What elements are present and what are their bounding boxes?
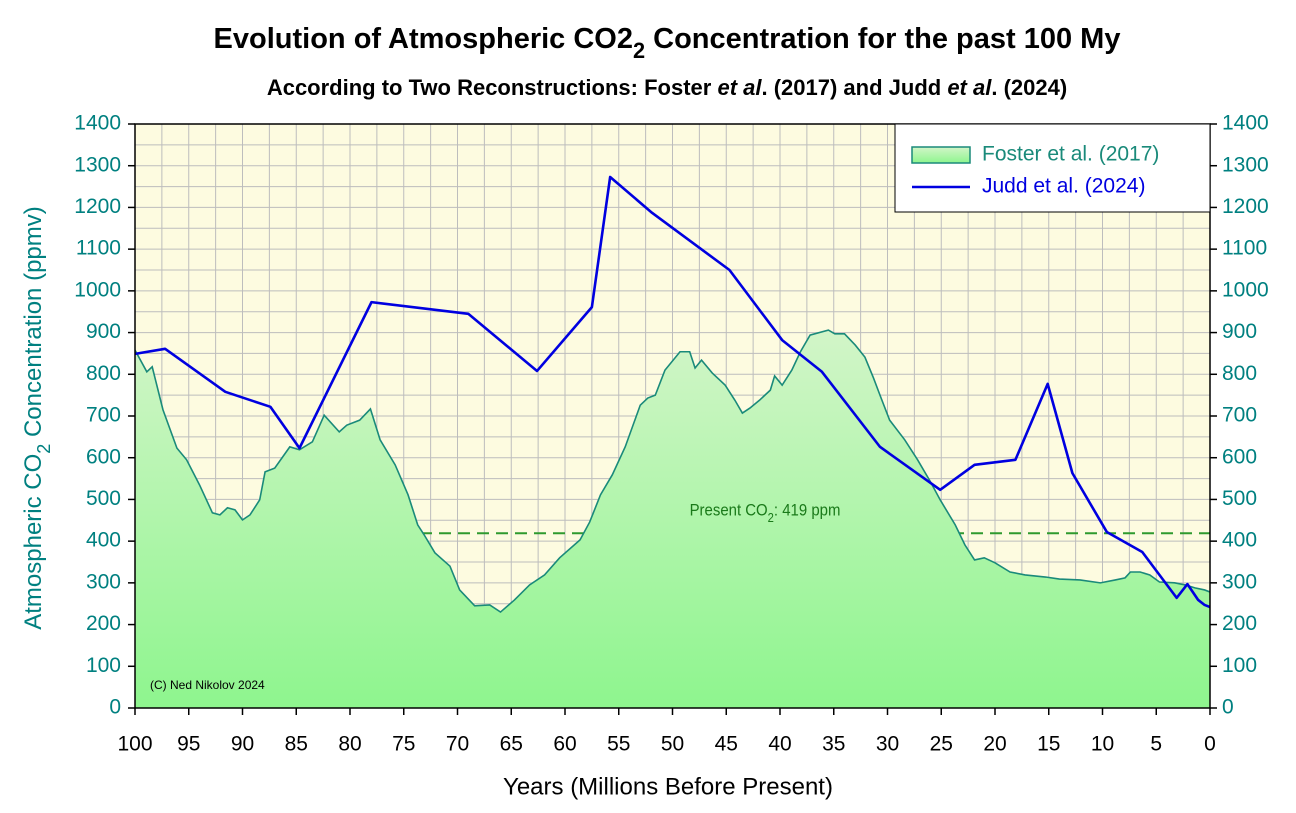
- x-tick-label: 45: [715, 733, 738, 756]
- x-tick-label: 100: [117, 733, 152, 756]
- text-segment: : 419 ppm: [774, 502, 840, 520]
- x-tick-label: 35: [822, 733, 845, 756]
- area-outline: [134, 329, 1211, 614]
- text-segment: 2: [768, 510, 775, 525]
- y-tick-label: 600: [86, 445, 121, 468]
- y-tick-label: 1000: [74, 278, 121, 301]
- x-tick-label: 90: [231, 733, 254, 756]
- y-tick-label: 400: [86, 529, 121, 552]
- text-segment: Atmospheric CO: [20, 454, 47, 630]
- y2-tick-label: 200: [1222, 612, 1257, 635]
- text-segment: Evolution of Atmospheric CO2: [214, 23, 633, 55]
- x-tick-label: 25: [930, 733, 953, 756]
- y-tick-label: 300: [86, 570, 121, 593]
- y2-tick-label: 1000: [1222, 278, 1269, 301]
- text-segment: . (2017) and Judd: [761, 75, 947, 100]
- legend-swatch: [911, 146, 971, 164]
- y2-tick-label: 1300: [1222, 153, 1269, 176]
- y-tick-label: 500: [86, 487, 121, 510]
- x-tick-label: 15: [1037, 733, 1060, 756]
- chart-title: Evolution of Atmospheric CO22 Concentrat…: [214, 23, 1121, 64]
- text-segment: 2: [633, 38, 645, 63]
- y-tick-label: 200: [86, 612, 121, 635]
- y2-tick-label: 400: [1222, 529, 1257, 552]
- y2-tick-label: 500: [1222, 487, 1257, 510]
- text-segment: et al: [717, 75, 762, 100]
- x-axis-label: Years (Millions Before Present): [503, 773, 833, 800]
- y-tick-label: 1100: [76, 237, 121, 260]
- x-tick-label: 60: [553, 733, 576, 756]
- text-segment: Concentration for the past 100 My: [645, 23, 1120, 55]
- y2-tick-label: 600: [1222, 445, 1257, 468]
- text-segment: 2: [34, 444, 54, 454]
- x-tick-label: 50: [661, 733, 684, 756]
- y2-tick-label: 1400: [1222, 112, 1269, 135]
- y2-tick-label: 800: [1222, 362, 1257, 385]
- reference-label: Present CO2: 419 ppm: [690, 502, 841, 525]
- x-tick-label: 95: [177, 733, 200, 756]
- y2-tick-label: 700: [1222, 404, 1257, 427]
- legend-box: [894, 123, 1211, 213]
- x-tick-label: 5: [1150, 733, 1162, 756]
- x-tick-label: 55: [607, 733, 630, 756]
- y2-tick-label: 1100: [1222, 237, 1267, 260]
- y-tick-label: 1400: [74, 112, 121, 135]
- y2-tick-label: 900: [1222, 320, 1257, 343]
- x-tick-label: 65: [500, 733, 523, 756]
- legend-label: Judd et al. (2024): [982, 175, 1145, 198]
- x-tick-label: 70: [446, 733, 469, 756]
- x-tick-label: 40: [768, 733, 791, 756]
- y-axis-label: Atmospheric CO2 Concentration (ppmv): [20, 206, 53, 630]
- x-tick-label: 0: [1204, 733, 1216, 756]
- data-line: [134, 175, 1211, 609]
- text-segment: According to Two Reconstructions: Foster: [267, 75, 718, 100]
- chart-subtitle: According to Two Reconstructions: Foster…: [267, 75, 1067, 100]
- text-segment: Present CO: [690, 502, 768, 520]
- credit: (C) Ned Nikolov 2024: [150, 678, 265, 692]
- text-segment: . (2024): [991, 75, 1067, 100]
- text-segment: et al: [947, 75, 992, 100]
- y-tick-label: 0: [109, 696, 121, 719]
- y-tick-label: 800: [86, 362, 121, 385]
- x-tick-label: 20: [983, 733, 1006, 756]
- x-tick-label: 80: [338, 733, 361, 756]
- x-tick-label: 30: [876, 733, 899, 756]
- y2-tick-label: 100: [1222, 654, 1257, 677]
- y2-tick-label: 1200: [1222, 195, 1269, 218]
- y-tick-label: 100: [86, 654, 121, 677]
- x-tick-label: 85: [285, 733, 308, 756]
- y2-tick-label: 0: [1222, 696, 1234, 719]
- text-segment: Concentration (ppmv): [20, 206, 47, 443]
- x-tick-label: 10: [1091, 733, 1114, 756]
- x-tick-label: 75: [392, 733, 415, 756]
- y-tick-label: 1200: [74, 195, 121, 218]
- y-tick-label: 900: [86, 320, 121, 343]
- legend-label: Foster et al. (2017): [982, 143, 1159, 166]
- area-fill: [135, 330, 1210, 708]
- y2-tick-label: 300: [1222, 570, 1257, 593]
- y-tick-label: 700: [86, 404, 121, 427]
- y-tick-label: 1300: [74, 153, 121, 176]
